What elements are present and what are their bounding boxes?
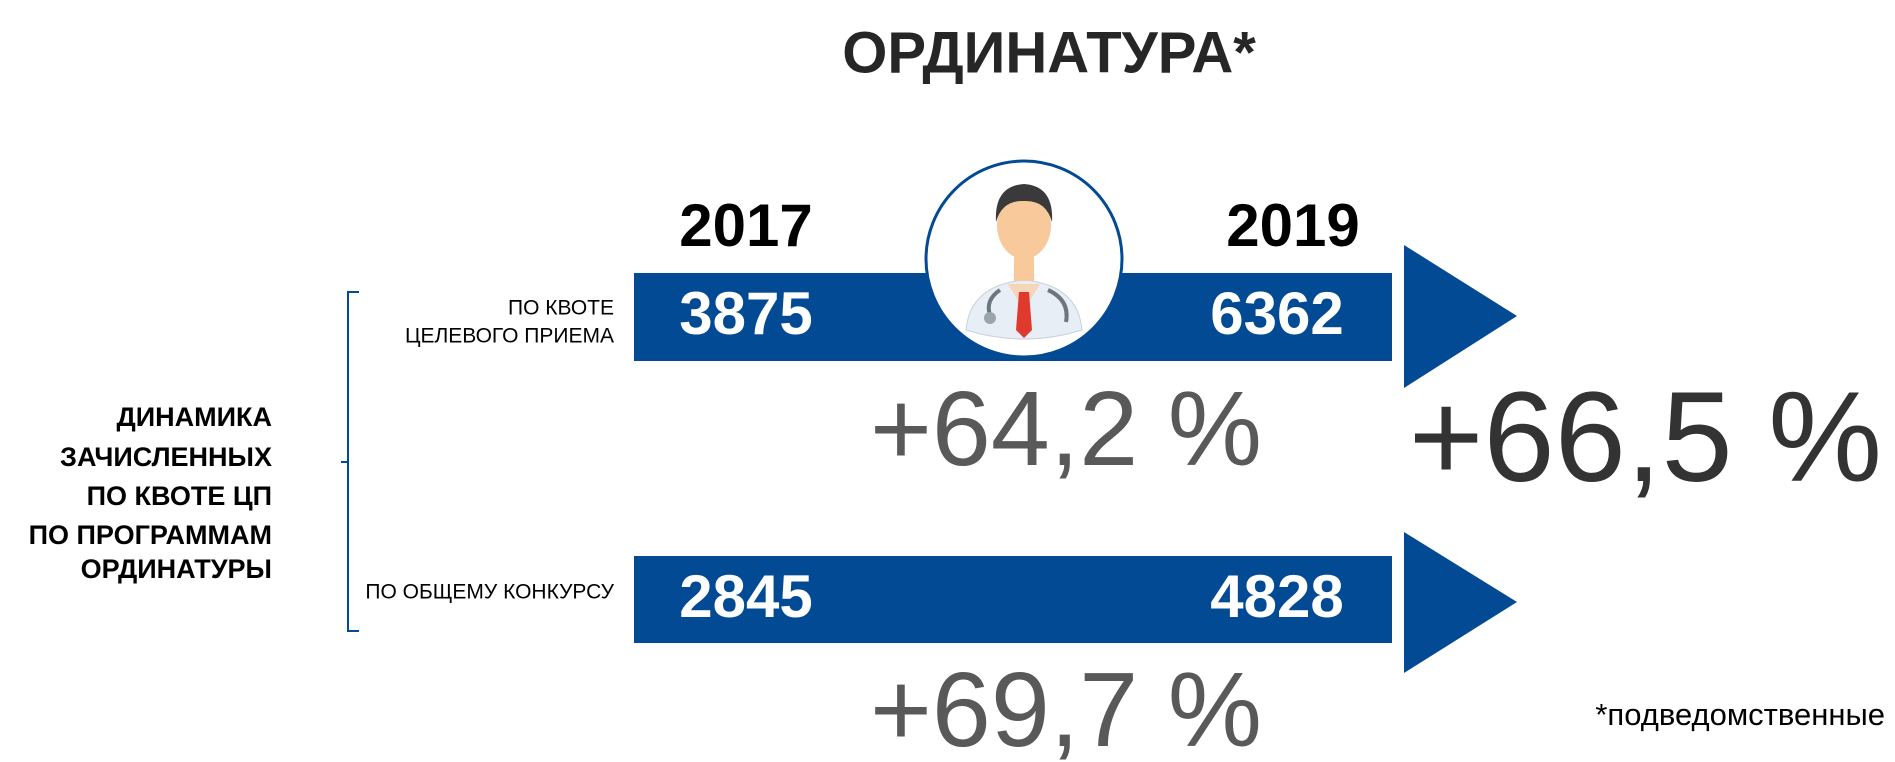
value: 6362 (1210, 280, 1343, 347)
change: +64,2 % (870, 370, 1262, 488)
year: 2017 (679, 192, 812, 259)
total-change: +66,5 % (1409, 366, 1882, 509)
side-label-line: ОРДИНАТУРЫ (81, 554, 272, 584)
value: 3875 (679, 280, 812, 347)
side-label-line: ПО КВОТЕ ЦП (87, 481, 272, 511)
year: 2019 (1226, 192, 1359, 259)
arrow (1404, 532, 1517, 673)
row-label: ЦЕЛЕВОГО ПРИЕМА (405, 325, 614, 348)
doctor-icon (926, 161, 1122, 357)
side-label: ДИНАМИКА ЗАЧИСЛЕННЫХ ПО КВОТЕ ЦП ПО ПРОГРАМ… (29, 402, 272, 584)
value: 4828 (1210, 563, 1343, 630)
side-label-line: ЗАЧИСЛЕННЫХ (60, 442, 272, 472)
bracket (341, 292, 359, 631)
change: +69,7 % (870, 651, 1262, 762)
title: ОРДИНАТУРА* (842, 20, 1256, 85)
row-label: ПО КВОТЕ (508, 297, 614, 320)
row-label: ПО ОБЩЕМУ КОНКУРСУ (365, 581, 614, 604)
footnote: *подведомственные (1595, 697, 1885, 732)
side-label-line: ПО ПРОГРАММАМ (29, 520, 272, 550)
slide: ОРДИНАТУРА* 2017 2019 3875 6362 ПО КВОТЕ… (0, 0, 1895, 762)
value: 2845 (679, 563, 812, 630)
side-label-line: ДИНАМИКА (116, 402, 272, 432)
